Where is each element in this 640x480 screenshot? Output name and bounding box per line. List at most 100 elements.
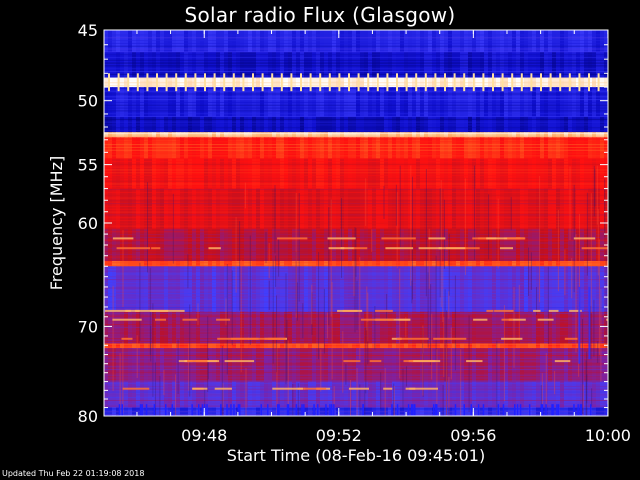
heat-cell bbox=[496, 52, 501, 79]
dropout bbox=[198, 404, 200, 416]
heat-cell bbox=[132, 343, 137, 349]
heat-cell bbox=[264, 30, 269, 53]
time-streaks bbox=[112, 165, 608, 416]
heat-cell bbox=[572, 261, 577, 267]
heat-cell bbox=[188, 137, 193, 160]
striation bbox=[104, 71, 608, 73]
heat-cell bbox=[108, 137, 113, 160]
striation bbox=[104, 335, 608, 337]
heat-cell bbox=[492, 30, 497, 53]
dropout bbox=[541, 404, 544, 416]
heat-cell bbox=[576, 158, 581, 190]
heat-cell bbox=[228, 343, 233, 349]
heat-cell bbox=[284, 261, 289, 267]
heat-cell bbox=[328, 228, 333, 262]
heat-cell bbox=[152, 311, 157, 345]
heat-cell bbox=[156, 261, 161, 267]
heat-cell bbox=[456, 132, 461, 138]
streak bbox=[295, 192, 297, 318]
heat-cell bbox=[484, 311, 489, 345]
streak bbox=[585, 360, 587, 416]
heat-cell bbox=[148, 30, 153, 53]
heat-cell bbox=[248, 311, 253, 345]
heat-cell bbox=[116, 228, 121, 262]
heat-cell bbox=[272, 266, 277, 313]
heat-cell bbox=[164, 261, 169, 267]
heat-cell bbox=[356, 132, 361, 138]
heat-cell bbox=[192, 261, 197, 267]
heat-cell bbox=[420, 261, 425, 267]
heat-cell bbox=[524, 266, 529, 313]
heat-cell bbox=[252, 228, 257, 262]
streak bbox=[582, 384, 584, 416]
streak bbox=[350, 380, 351, 416]
heat-cell bbox=[564, 343, 569, 349]
heat-cell bbox=[140, 343, 145, 349]
heat-cell bbox=[396, 311, 401, 345]
heat-cell bbox=[528, 52, 533, 79]
heat-cell bbox=[304, 261, 309, 267]
heat-cell bbox=[184, 158, 189, 190]
streak bbox=[530, 252, 532, 290]
heat-cell bbox=[448, 158, 453, 190]
striation bbox=[104, 101, 608, 103]
heat-cell bbox=[508, 132, 513, 138]
heat-cell bbox=[416, 132, 421, 138]
heat-cell bbox=[196, 311, 201, 345]
heat-cell bbox=[184, 266, 189, 313]
dropout bbox=[191, 404, 193, 416]
heat-cell bbox=[528, 311, 533, 345]
heat-cell bbox=[384, 266, 389, 313]
heat-cell bbox=[300, 311, 305, 345]
striation bbox=[104, 332, 608, 334]
heat-cell bbox=[536, 228, 541, 262]
heat-cell bbox=[604, 52, 608, 79]
heat-cell bbox=[188, 158, 193, 190]
heat-cell bbox=[232, 132, 237, 138]
heat-cell bbox=[544, 137, 549, 160]
heat-cell bbox=[280, 261, 285, 267]
striation bbox=[104, 298, 608, 300]
heat-cell bbox=[600, 228, 605, 262]
heat-cell bbox=[260, 30, 265, 53]
heat-cell bbox=[240, 137, 245, 160]
heat-cell bbox=[520, 261, 525, 267]
heat-cell bbox=[252, 158, 257, 190]
heat-cell bbox=[376, 261, 381, 267]
heat-cell bbox=[308, 30, 313, 53]
heat-cell bbox=[320, 52, 325, 79]
heat-cell bbox=[184, 137, 189, 160]
dot bbox=[300, 73, 302, 92]
heat-cell bbox=[588, 348, 593, 383]
striation bbox=[104, 166, 608, 168]
heat-cell bbox=[540, 311, 545, 345]
heat-cell bbox=[220, 132, 225, 138]
segment bbox=[438, 247, 466, 250]
heat-cell bbox=[160, 261, 165, 267]
heat-cell bbox=[324, 311, 329, 345]
heat-cell bbox=[144, 30, 149, 53]
dot bbox=[309, 73, 312, 92]
heat-cell bbox=[132, 137, 137, 160]
heat-cell bbox=[580, 311, 585, 345]
streak bbox=[448, 233, 450, 296]
heat-cell bbox=[460, 228, 465, 262]
heat-cell bbox=[572, 132, 577, 138]
striation bbox=[104, 85, 608, 87]
heat-cell bbox=[452, 343, 457, 349]
striation bbox=[104, 405, 608, 407]
striation bbox=[104, 276, 608, 278]
heat-cell bbox=[128, 311, 133, 345]
heat-cell bbox=[236, 52, 241, 79]
heat-cell bbox=[184, 52, 189, 79]
striation bbox=[104, 369, 608, 371]
segment bbox=[508, 318, 526, 321]
streak bbox=[440, 180, 442, 308]
heat-cell bbox=[592, 158, 597, 190]
heat-cell bbox=[200, 30, 205, 53]
striation bbox=[104, 343, 608, 345]
heat-cell bbox=[440, 343, 445, 349]
heat-cell bbox=[428, 137, 433, 160]
heat-cell bbox=[588, 52, 593, 79]
heat-cell bbox=[592, 343, 597, 349]
